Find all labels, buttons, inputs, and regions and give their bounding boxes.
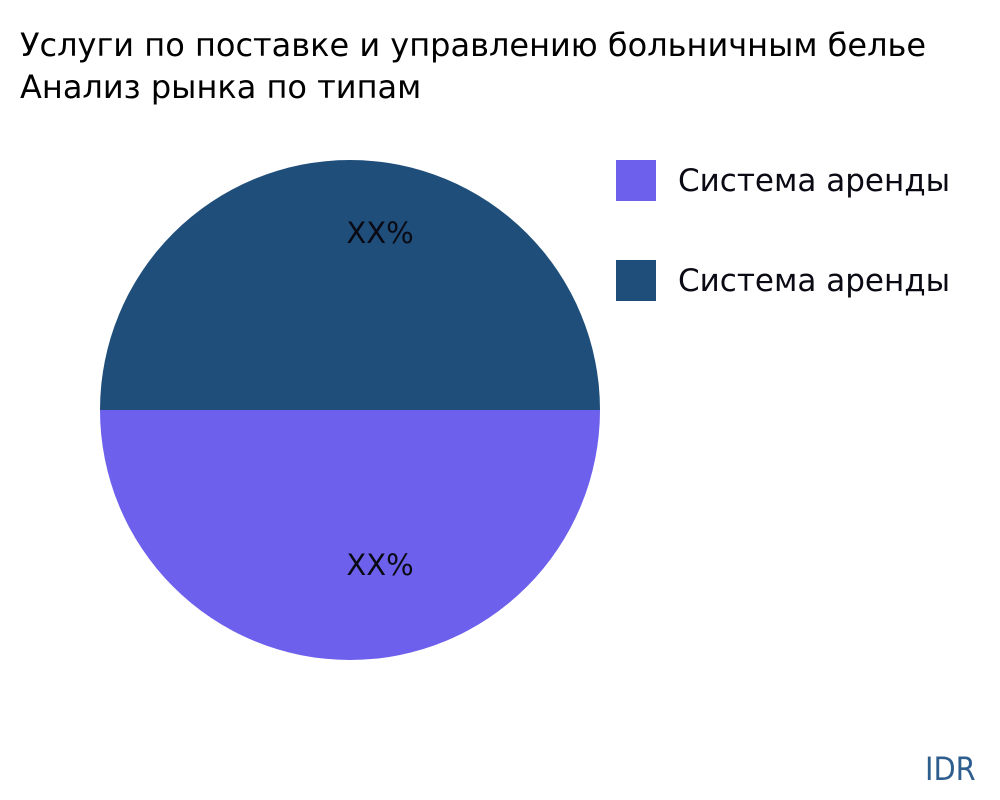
pie-slice-label-top: XX% [346, 216, 414, 250]
legend-item-2[interactable]: Система аренды [616, 260, 950, 301]
pie-slice-bottom[interactable] [100, 410, 600, 660]
chart-title: Услуги по поставке и управлению больничн… [20, 24, 926, 108]
pie-slice-label-bottom: XX% [346, 548, 414, 582]
legend-item-label: Система аренды [678, 162, 951, 199]
legend: Система аренды Система аренды [616, 160, 950, 301]
pie-slice-top[interactable] [100, 160, 600, 410]
legend-item-label: Система аренды [678, 262, 951, 299]
chart-title-line2: Анализ рынка по типам [20, 68, 422, 106]
legend-swatch-icon [616, 260, 656, 301]
chart-title-line1: Услуги по поставке и управлению больничн… [20, 26, 927, 64]
legend-item-1[interactable]: Система аренды [616, 160, 950, 201]
legend-swatch-icon [616, 160, 656, 201]
watermark-idr: IDR [925, 750, 976, 788]
pie-chart [100, 160, 600, 660]
